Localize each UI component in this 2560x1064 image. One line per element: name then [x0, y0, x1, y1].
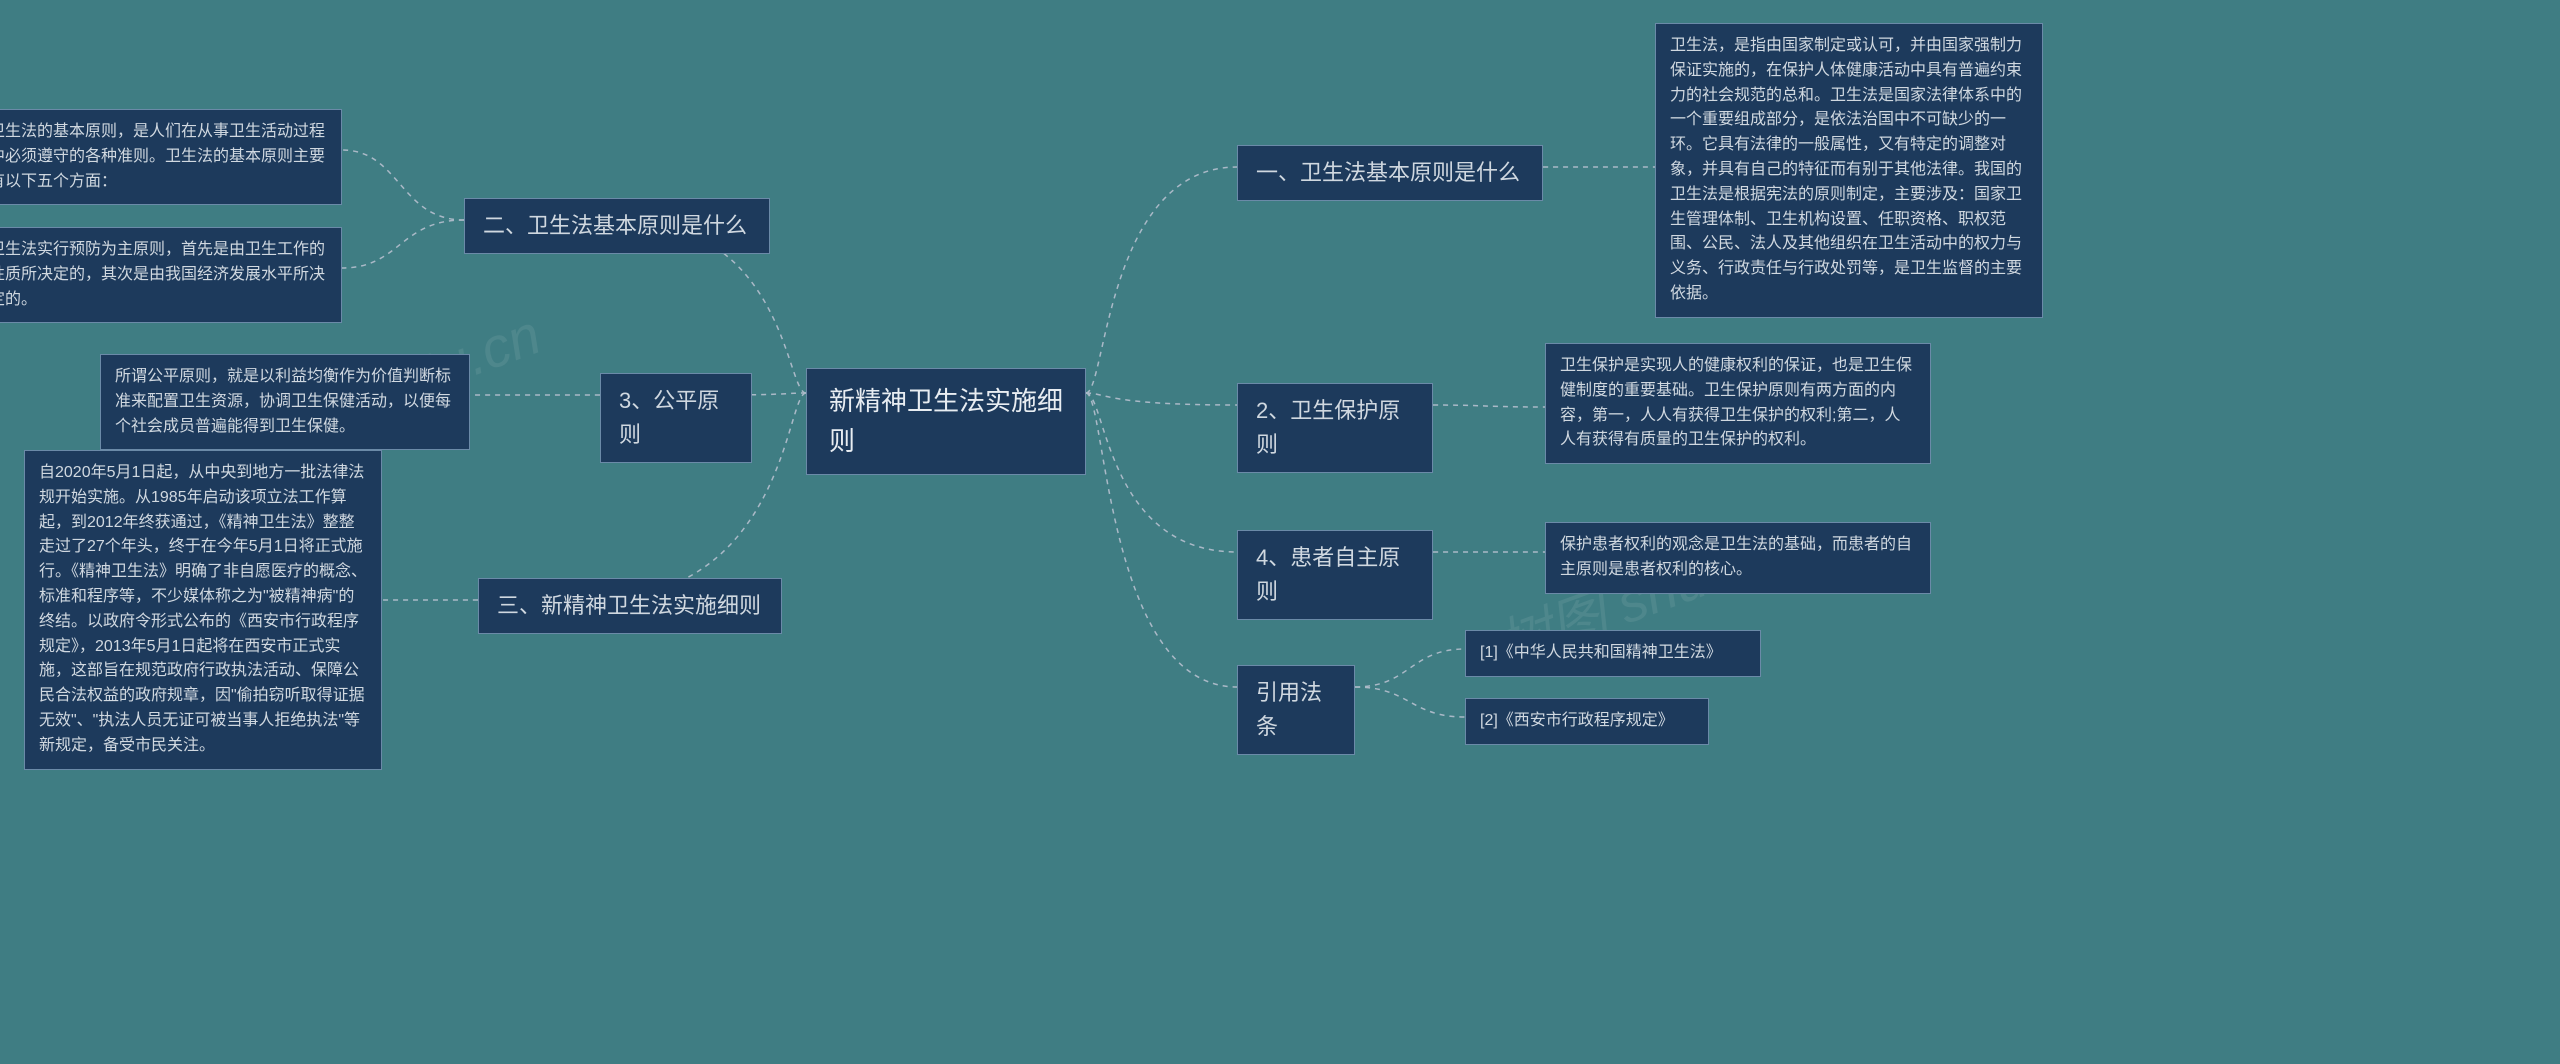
center-node: 新精神卫生法实施细则	[806, 368, 1086, 475]
desc-r3-0: 保护患者权利的观念是卫生法的基础，而患者的自主原则是患者权利的核心。	[1545, 522, 1931, 594]
desc-r4-1: [2]《西安市行政程序规定》	[1465, 698, 1709, 745]
desc-l2-0: 所谓公平原则，就是以利益均衡作为价值判断标准来配置卫生资源，协调卫生保健活动，以…	[100, 354, 470, 450]
branch-l1: 二、卫生法基本原则是什么	[464, 198, 770, 254]
desc-l1-0: 卫生法的基本原则，是人们在从事卫生活动过程中必须遵守的各种准则。卫生法的基本原则…	[0, 109, 342, 205]
desc-l3-0: 自2020年5月1日起，从中央到地方一批法律法规开始实施。从1985年启动该项立…	[24, 450, 382, 770]
desc-l1-1: 卫生法实行预防为主原则，首先是由卫生工作的性质所决定的，其次是由我国经济发展水平…	[0, 227, 342, 323]
desc-r1-0: 卫生法，是指由国家制定或认可，并由国家强制力保证实施的，在保护人体健康活动中具有…	[1655, 23, 2043, 318]
branch-r3: 4、患者自主原则	[1237, 530, 1433, 620]
branch-r4: 引用法条	[1237, 665, 1355, 755]
branch-r1: 一、卫生法基本原则是什么	[1237, 145, 1543, 201]
branch-l2: 3、公平原则	[600, 373, 752, 463]
branch-l3: 三、新精神卫生法实施细则	[478, 578, 782, 634]
desc-r4-0: [1]《中华人民共和国精神卫生法》	[1465, 630, 1761, 677]
desc-r2-0: 卫生保护是实现人的健康权利的保证，也是卫生保健制度的重要基础。卫生保护原则有两方…	[1545, 343, 1931, 464]
branch-r2: 2、卫生保护原则	[1237, 383, 1433, 473]
